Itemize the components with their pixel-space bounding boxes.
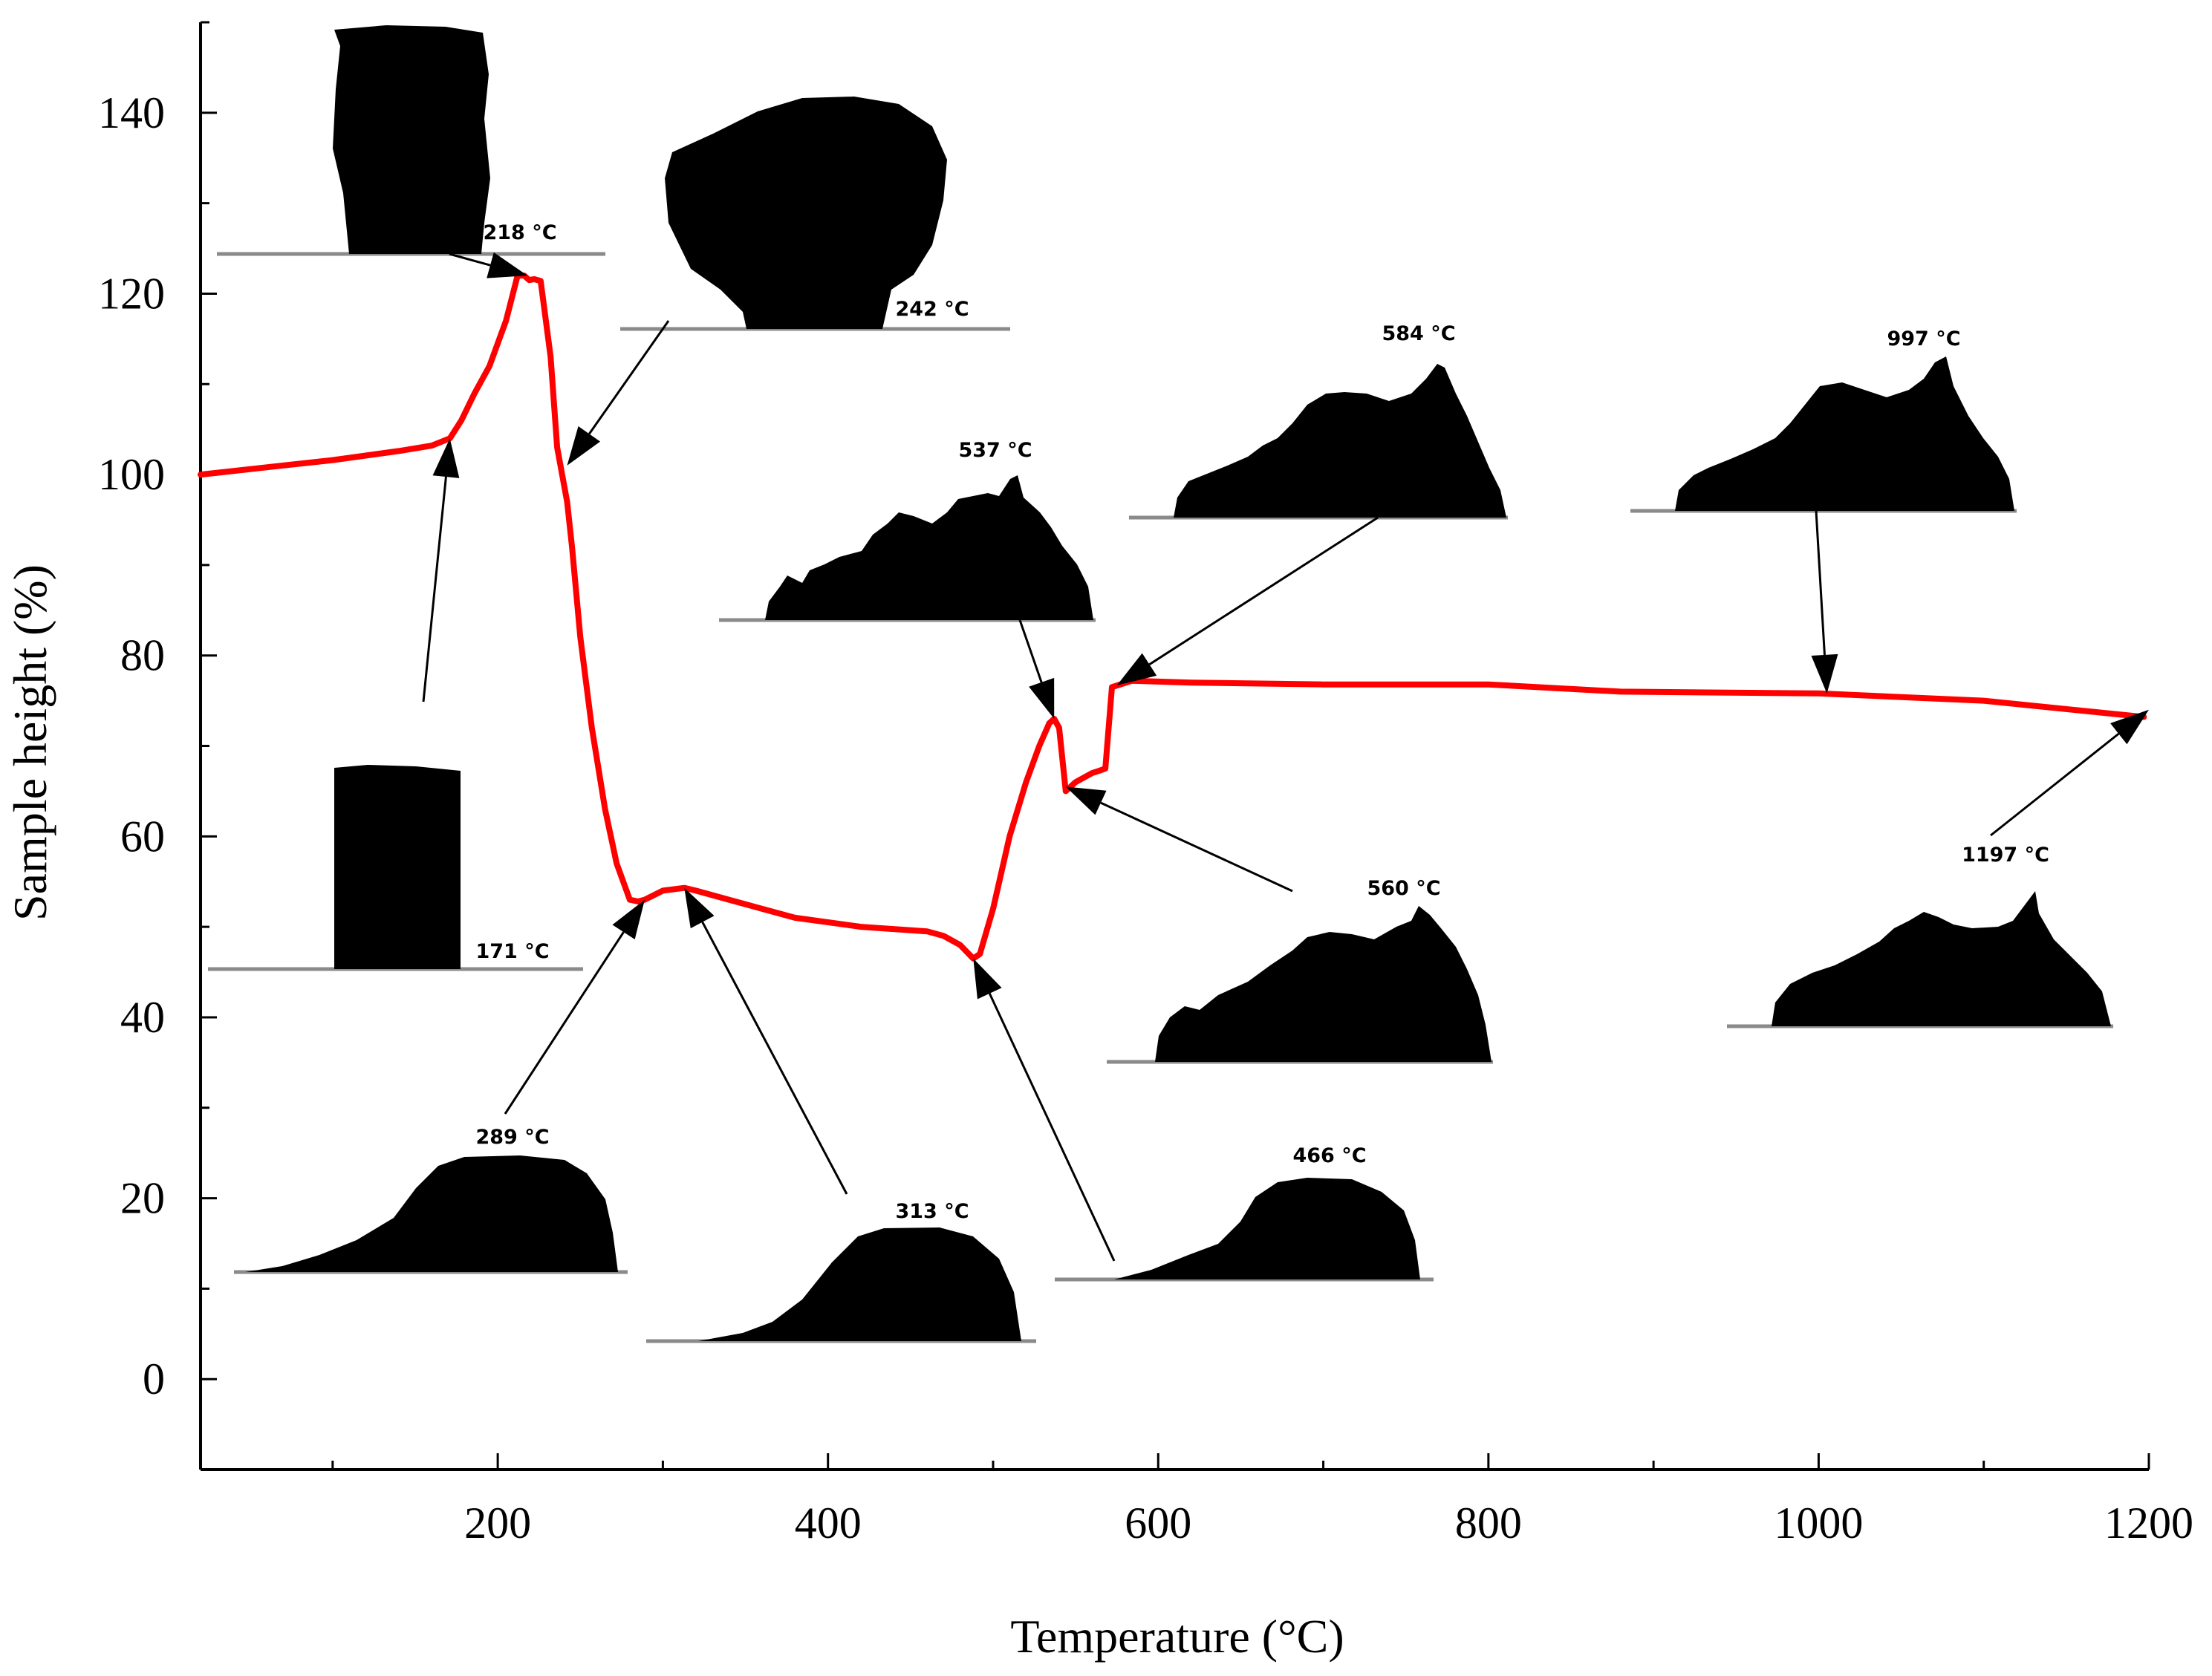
annotation-arrow-head [2110,709,2149,745]
silhouette-289 [245,1155,618,1272]
y-tick-label: 40 [120,993,165,1042]
annotation-arrow-head [612,899,645,939]
x-tick-label: 600 [1125,1499,1191,1548]
y-tick-label: 120 [98,269,165,318]
annotation-label: 537 °C [958,439,1032,462]
series-group [198,273,2147,962]
annotation-arrow-head [1029,677,1055,719]
annotation-labels: 171 °C 218 °C 242 °C 289 °C 313 °C 466 °C 537 … [475,221,2049,1223]
silhouette-560 [1155,906,1492,1062]
silhouette-218 [333,25,490,254]
annotation-label: 313 °C [895,1200,969,1223]
silhouette-997 [1675,356,2014,511]
annotation-label: 1197 °C [1962,844,2049,867]
y-tick-label: 20 [120,1174,165,1223]
y-tick-label: 80 [120,631,165,680]
silhouette-537 [765,475,1093,620]
annotation-label: 218 °C [483,221,556,244]
annotation-label: 560 °C [1367,877,1440,900]
annotation-arrow-line [1100,801,1293,893]
silhouette-584 [1174,364,1506,518]
annotation-arrow-head [973,958,1002,1000]
annotation-arrow-line [504,931,625,1115]
annotation-label: 171 °C [475,940,549,963]
annotation-arrow-line [1148,516,1379,666]
x-tick-label: 800 [1455,1499,1522,1548]
axis-ticks: 0 20 40 60 80 100 120 140 200 400 600 800 1000 1200 [98,21,2193,1548]
annotation-arrow-line [1018,619,1043,683]
annotation-label: 289 °C [475,1126,549,1149]
x-axis-title: Temperature (°C) [1010,1610,1344,1663]
silhouette-466 [1114,1178,1420,1279]
y-tick-label: 0 [143,1354,165,1403]
x-tick-label: 400 [795,1499,862,1548]
annotation-label: 997 °C [1887,327,1960,350]
y-tick-label: 100 [98,450,165,499]
annotation-label: 584 °C [1382,322,1455,345]
x-tick-label: 1000 [1774,1499,1863,1548]
annotation-arrow-line [422,476,447,702]
annotation-arrow-head [432,438,460,478]
annotation-label: 466 °C [1292,1144,1366,1167]
annotation-arrows [422,252,2149,1262]
x-tick-label: 1200 [2104,1499,2193,1548]
annotation-arrow-line [449,252,491,267]
annotation-arrow-head [684,887,715,929]
y-tick-label: 140 [98,88,165,137]
annotation-arrow-line [1815,510,1826,656]
annotation-arrow-line [588,320,670,435]
silhouette-1197 [1772,891,2111,1026]
annotation-arrow-head [1065,786,1107,815]
annotation-arrow-head [567,425,601,466]
x-tick-label: 200 [464,1499,531,1548]
annotation-label: 242 °C [895,298,969,321]
annotation-arrow-line [701,921,848,1195]
silhouette-242 [665,97,947,329]
annotation-arrow-line [988,993,1116,1262]
annotation-arrow-head [487,252,528,278]
annotation-arrow-line [1990,732,2120,837]
y-tick-label: 60 [120,812,165,861]
annotation-arrow-head [1116,653,1157,685]
silhouette-313 [698,1227,1021,1341]
sample-silhouettes [208,25,2113,1343]
annotation-arrow-head [1811,653,1838,694]
sample-height-series-line [198,273,2147,962]
y-axis-title: Sample height (%) [4,564,56,921]
silhouette-171 [334,765,461,969]
